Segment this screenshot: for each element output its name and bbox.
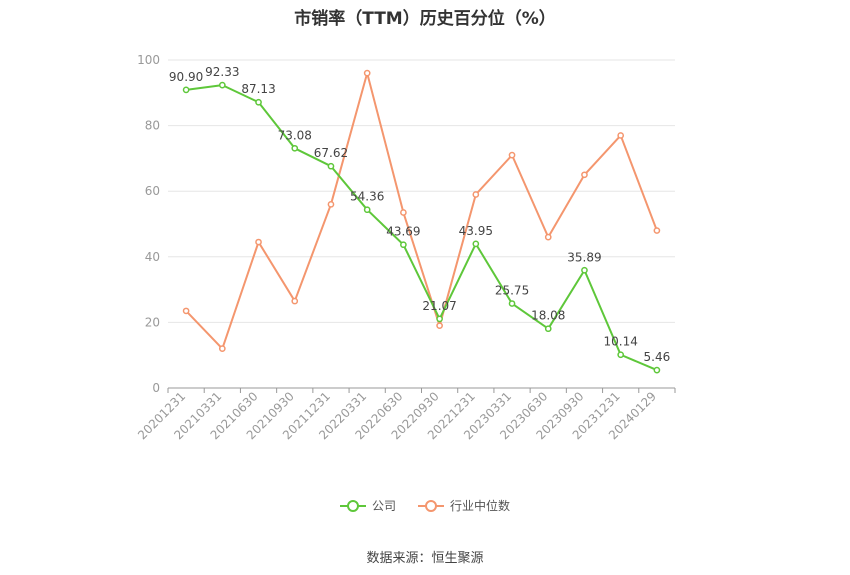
data-point [291, 144, 299, 152]
series-line [185, 72, 658, 350]
data-point [653, 366, 661, 374]
data-point [508, 300, 516, 307]
data-point [617, 351, 625, 359]
data-point [472, 191, 480, 198]
y-tick-label: 60 [145, 184, 160, 198]
data-point [617, 132, 625, 139]
grid-lines [168, 59, 675, 323]
data-label: 90.90 [169, 70, 203, 84]
data-point [363, 206, 371, 214]
data-point [255, 98, 262, 106]
data-point [472, 240, 480, 248]
data-point [291, 297, 299, 305]
legend: 公司 行业中位数 [0, 497, 850, 514]
legend-item[interactable]: 行业中位数 [418, 497, 510, 514]
source-note: 数据来源：恒生聚源 [366, 551, 484, 566]
legend-swatch-icon [339, 499, 366, 513]
data-point [581, 266, 588, 274]
data-label: 73.08 [278, 128, 312, 142]
legend-swatch-icon [418, 499, 444, 513]
data-point [255, 238, 262, 246]
data-label: 87.13 [241, 82, 275, 96]
data-point [508, 151, 516, 159]
data-point [581, 171, 588, 179]
data-point [182, 307, 190, 315]
data-point [436, 322, 443, 330]
y-tick-label: 40 [145, 250, 160, 264]
legend-label: 公司 [371, 499, 396, 513]
data-point [327, 162, 335, 170]
chart-title: 市销率（TTM）历史百分位（%） [294, 9, 556, 29]
data-point [218, 345, 226, 352]
data-label: 92.33 [205, 65, 239, 79]
series-lines [182, 69, 661, 374]
y-tick-label: 100 [137, 53, 160, 67]
data-point [544, 325, 552, 333]
data-point [436, 315, 443, 323]
data-point [544, 233, 552, 241]
data-label: 43.95 [459, 224, 493, 238]
data-label: 25.75 [495, 284, 529, 298]
data-label: 18.08 [531, 309, 565, 323]
data-label: 54.36 [350, 190, 384, 204]
legend-label: 行业中位数 [450, 499, 511, 513]
data-label: 10.14 [603, 335, 637, 349]
data-label: 67.62 [314, 146, 348, 160]
data-label: 43.69 [386, 225, 420, 239]
data-label: 5.46 [644, 350, 671, 364]
y-tick-label: 80 [145, 119, 160, 133]
data-point [400, 241, 407, 249]
y-tick-label: 0 [152, 381, 160, 395]
data-point [218, 81, 226, 89]
series-line [185, 84, 658, 372]
data-label: 35.89 [567, 250, 601, 264]
data-point [363, 69, 371, 77]
data-point [182, 86, 190, 94]
data-label: 21.07 [422, 299, 456, 313]
data-point [400, 209, 407, 216]
legend-item[interactable]: 公司 [339, 497, 396, 514]
data-point [327, 200, 335, 208]
data-point [653, 227, 661, 234]
y-tick-label: 20 [145, 315, 160, 329]
